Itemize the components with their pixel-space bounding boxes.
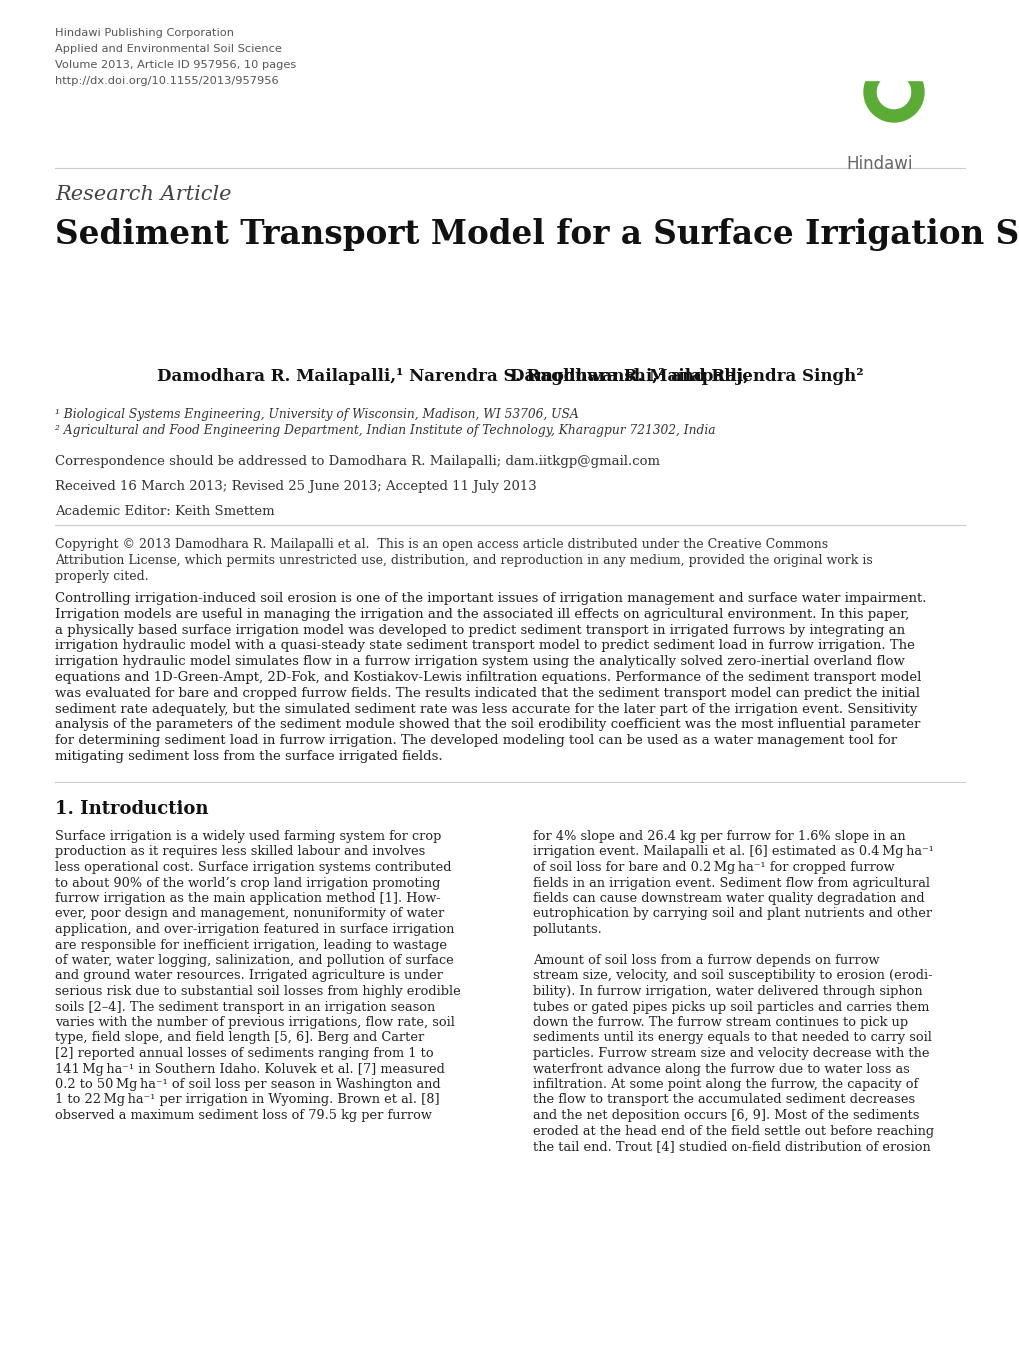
Text: Surface irrigation is a widely used farming system for crop: Surface irrigation is a widely used farm…	[55, 830, 441, 843]
Text: to about 90% of the world’s crop land irrigation promoting: to about 90% of the world’s crop land ir…	[55, 876, 440, 889]
Text: ² Agricultural and Food Engineering Department, Indian Institute of Technology, : ² Agricultural and Food Engineering Depa…	[55, 424, 714, 437]
Text: serious risk due to substantial soil losses from highly erodible: serious risk due to substantial soil los…	[55, 985, 461, 998]
Text: less operational cost. Surface irrigation systems contributed: less operational cost. Surface irrigatio…	[55, 861, 451, 874]
Text: Irrigation models are useful in managing the irrigation and the associated ill e: Irrigation models are useful in managing…	[55, 608, 908, 620]
Text: are responsible for inefficient irrigation, leading to wastage: are responsible for inefficient irrigati…	[55, 938, 446, 952]
Text: bility). In furrow irrigation, water delivered through siphon: bility). In furrow irrigation, water del…	[533, 985, 922, 998]
Text: sediments until its energy equals to that needed to carry soil: sediments until its energy equals to tha…	[533, 1031, 931, 1044]
Text: application, and over-irrigation featured in surface irrigation: application, and over-irrigation feature…	[55, 923, 453, 936]
Text: Research Article: Research Article	[55, 185, 231, 204]
Text: furrow irrigation as the main application method [1]. How-: furrow irrigation as the main applicatio…	[55, 892, 440, 904]
Text: observed a maximum sediment loss of 79.5 kg per furrow: observed a maximum sediment loss of 79.5…	[55, 1108, 431, 1122]
Text: analysis of the parameters of the sediment module showed that the soil erodibili: analysis of the parameters of the sedime…	[55, 718, 919, 732]
Text: 141 Mg ha⁻¹ in Southern Idaho. Koluvek et al. [7] measured: 141 Mg ha⁻¹ in Southern Idaho. Koluvek e…	[55, 1062, 444, 1076]
Text: Hindawi Publishing Corporation: Hindawi Publishing Corporation	[55, 29, 233, 38]
Text: was evaluated for bare and cropped furrow fields. The results indicated that the: was evaluated for bare and cropped furro…	[55, 687, 919, 700]
Text: and the net deposition occurs [6, 9]. Most of the sediments: and the net deposition occurs [6, 9]. Mo…	[533, 1108, 918, 1122]
Text: stream size, velocity, and soil susceptibility to erosion (erodi-: stream size, velocity, and soil suscepti…	[533, 970, 931, 982]
Bar	[832, 78, 927, 128]
Text: and ground water resources. Irrigated agriculture is under: and ground water resources. Irrigated ag…	[55, 970, 442, 982]
Text: Controlling irrigation-induced soil erosion is one of the important issues of ir: Controlling irrigation-induced soil eros…	[55, 592, 925, 605]
Text: Damodhara R. Mailapalli,¹ Narendra S. Raghuwanshi,² and Rajendra Singh²: Damodhara R. Mailapalli,¹ Narendra S. Ra…	[157, 369, 862, 385]
Text: Attribution License, which permits unrestricted use, distribution, and reproduct: Attribution License, which permits unres…	[55, 554, 872, 567]
Text: a physically based surface irrigation model was developed to predict sediment tr: a physically based surface irrigation mo…	[55, 624, 904, 636]
Bar	[832, 45, 927, 80]
Text: 1 to 22 Mg ha⁻¹ per irrigation in Wyoming. Brown et al. [8]: 1 to 22 Mg ha⁻¹ per irrigation in Wyomin…	[55, 1093, 439, 1107]
Text: Received 16 March 2013; Revised 25 June 2013; Accepted 11 July 2013: Received 16 March 2013; Revised 25 June …	[55, 480, 536, 494]
Text: [2] reported annual losses of sediments ranging from 1 to: [2] reported annual losses of sediments …	[55, 1047, 433, 1059]
Text: fields in an irrigation event. Sediment flow from agricultural: fields in an irrigation event. Sediment …	[533, 876, 929, 889]
Text: equations and 1D-Green-Ampt, 2D-Fok, and Kostiakov-Lewis infiltration equations.: equations and 1D-Green-Ampt, 2D-Fok, and…	[55, 670, 920, 684]
Text: http://dx.doi.org/10.1155/2013/957956: http://dx.doi.org/10.1155/2013/957956	[55, 76, 278, 86]
Text: Copyright © 2013 Damodhara R. Mailapalli et al.  This is an open access article : Copyright © 2013 Damodhara R. Mailapalli…	[55, 539, 827, 551]
Text: 1. Introduction: 1. Introduction	[55, 800, 208, 817]
Text: irrigation event. Mailapalli et al. [6] estimated as 0.4 Mg ha⁻¹: irrigation event. Mailapalli et al. [6] …	[533, 846, 933, 858]
Text: for 4% slope and 26.4 kg per furrow for 1.6% slope in an: for 4% slope and 26.4 kg per furrow for …	[533, 830, 905, 843]
Text: irrigation hydraulic model simulates flow in a furrow irrigation system using th: irrigation hydraulic model simulates flo…	[55, 656, 904, 668]
Text: eutrophication by carrying soil and plant nutrients and other: eutrophication by carrying soil and plan…	[533, 907, 931, 921]
Text: type, field slope, and field length [5, 6]. Berg and Carter: type, field slope, and field length [5, …	[55, 1031, 424, 1044]
Text: fields can cause downstream water quality degradation and: fields can cause downstream water qualit…	[533, 892, 923, 904]
Text: Damodhara R. Mailapalli,: Damodhara R. Mailapalli,	[510, 369, 748, 385]
Text: pollutants.: pollutants.	[533, 923, 602, 936]
Text: tubes or gated pipes picks up soil particles and carries them: tubes or gated pipes picks up soil parti…	[533, 1001, 928, 1013]
Text: of water, water logging, salinization, and pollution of surface: of water, water logging, salinization, a…	[55, 953, 453, 967]
Text: for determining sediment load in furrow irrigation. The developed modeling tool : for determining sediment load in furrow …	[55, 734, 897, 747]
Text: Correspondence should be addressed to Damodhara R. Mailapalli; dam.iitkgp@gmail.: Correspondence should be addressed to Da…	[55, 456, 659, 468]
Text: Applied and Environmental Soil Science: Applied and Environmental Soil Science	[55, 44, 281, 54]
Text: varies with the number of previous irrigations, flow rate, soil: varies with the number of previous irrig…	[55, 1016, 454, 1030]
Text: soils [2–4]. The sediment transport in an irrigation season: soils [2–4]. The sediment transport in a…	[55, 1001, 435, 1013]
Text: ¹ Biological Systems Engineering, University of Wisconsin, Madison, WI 53706, US: ¹ Biological Systems Engineering, Univer…	[55, 408, 578, 422]
Text: infiltration. At some point along the furrow, the capacity of: infiltration. At some point along the fu…	[533, 1078, 917, 1091]
Text: ever, poor design and management, nonuniformity of water: ever, poor design and management, nonuni…	[55, 907, 444, 921]
Text: Amount of soil loss from a furrow depends on furrow: Amount of soil loss from a furrow depend…	[533, 953, 878, 967]
Text: eroded at the head end of the field settle out before reaching: eroded at the head end of the field sett…	[533, 1125, 933, 1137]
Text: particles. Furrow stream size and velocity decrease with the: particles. Furrow stream size and veloci…	[533, 1047, 928, 1059]
Text: Sediment Transport Model for a Surface Irrigation System: Sediment Transport Model for a Surface I…	[55, 218, 1019, 252]
Text: the flow to transport the accumulated sediment decreases: the flow to transport the accumulated se…	[533, 1093, 914, 1107]
Text: Hindawi: Hindawi	[846, 155, 912, 173]
Text: Academic Editor: Keith Smettem: Academic Editor: Keith Smettem	[55, 505, 274, 518]
Text: Volume 2013, Article ID 957956, 10 pages: Volume 2013, Article ID 957956, 10 pages	[55, 60, 296, 69]
Text: the tail end. Trout [4] studied on-field distribution of erosion: the tail end. Trout [4] studied on-field…	[533, 1140, 930, 1153]
Text: production as it requires less skilled labour and involves: production as it requires less skilled l…	[55, 846, 425, 858]
Text: mitigating sediment loss from the surface irrigated fields.: mitigating sediment loss from the surfac…	[55, 749, 442, 763]
Bar	[832, 101, 927, 128]
Text: 0.2 to 50 Mg ha⁻¹ of soil loss per season in Washington and: 0.2 to 50 Mg ha⁻¹ of soil loss per seaso…	[55, 1078, 440, 1091]
Text: of soil loss for bare and 0.2 Mg ha⁻¹ for cropped furrow: of soil loss for bare and 0.2 Mg ha⁻¹ fo…	[533, 861, 894, 874]
Text: properly cited.: properly cited.	[55, 570, 149, 583]
Text: waterfront advance along the furrow due to water loss as: waterfront advance along the furrow due …	[533, 1062, 909, 1076]
Text: irrigation hydraulic model with a quasi-steady state sediment transport model to: irrigation hydraulic model with a quasi-…	[55, 639, 914, 653]
Bar	[832, 46, 927, 78]
Text: sediment rate adequately, but the simulated sediment rate was less accurate for : sediment rate adequately, but the simula…	[55, 703, 916, 715]
Text: down the furrow. The furrow stream continues to pick up: down the furrow. The furrow stream conti…	[533, 1016, 907, 1030]
